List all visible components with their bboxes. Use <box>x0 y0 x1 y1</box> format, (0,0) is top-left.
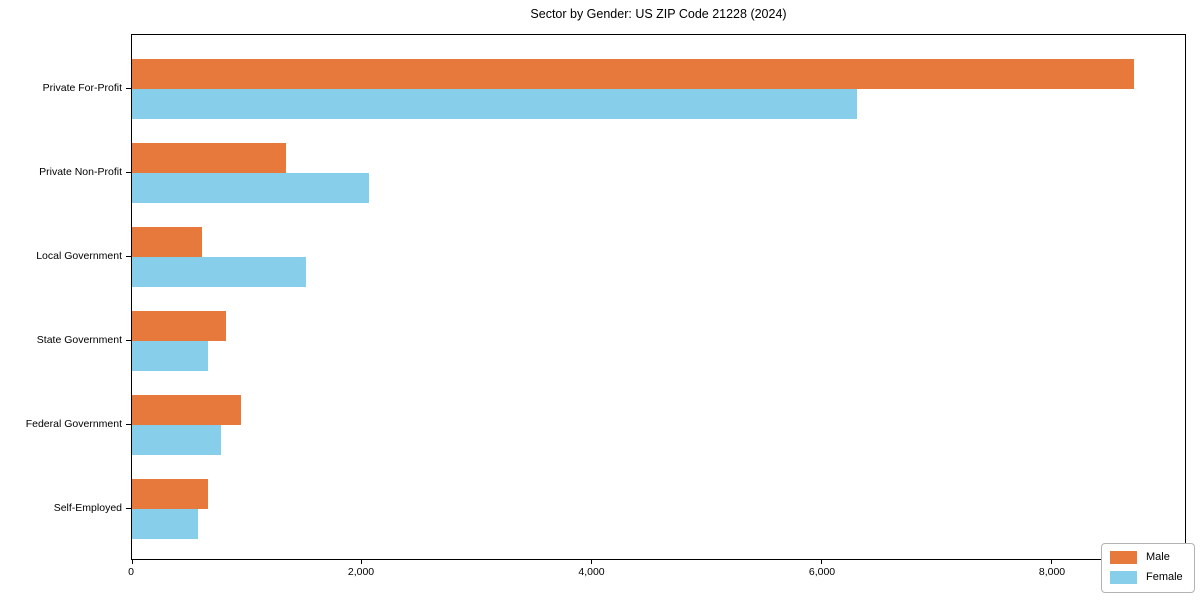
y-category-label: Local Government <box>36 250 122 262</box>
legend-entry-female: Female <box>1110 571 1186 584</box>
x-axis-tick <box>131 559 133 564</box>
y-axis-tick <box>126 172 131 173</box>
male-swatch-icon <box>1110 551 1137 564</box>
bar-female-federal-government <box>132 425 221 455</box>
bar-female-private-for-profit <box>132 89 858 119</box>
x-axis-tick <box>1051 559 1053 564</box>
x-tick-label: 6,000 <box>808 566 836 578</box>
x-tick-label: 2,000 <box>347 566 375 578</box>
bar-male-state-government <box>132 311 227 341</box>
legend-label-male: Male <box>1146 551 1170 563</box>
y-category-label: State Government <box>36 334 122 346</box>
bar-male-self-employed <box>132 479 208 509</box>
y-category-label: Federal Government <box>25 418 122 430</box>
x-tick-label: 8,000 <box>1038 566 1066 578</box>
y-axis-tick <box>126 88 131 89</box>
bar-female-self-employed <box>132 509 198 539</box>
x-axis-tick <box>361 559 363 564</box>
bar-female-state-government <box>132 341 208 371</box>
bar-male-local-government <box>132 227 203 257</box>
x-tick-label: 0 <box>128 566 134 578</box>
x-tick-label: 4,000 <box>578 566 605 578</box>
bar-male-private-non-profit <box>132 143 286 173</box>
y-axis-tick <box>126 508 131 509</box>
bar-male-federal-government <box>132 395 242 425</box>
bar-male-private-for-profit <box>132 59 1135 89</box>
y-axis-tick <box>126 424 131 425</box>
y-axis-tick <box>126 256 131 257</box>
legend-entry-male: Male <box>1110 551 1186 564</box>
x-axis-tick <box>591 559 593 564</box>
y-category-label: Private For-Profit <box>42 82 122 94</box>
y-axis-tick <box>126 340 131 341</box>
bar-female-local-government <box>132 257 306 287</box>
y-category-label: Self-Employed <box>53 502 122 514</box>
legend-label-female: Female <box>1146 571 1183 583</box>
chart-title: Sector by Gender: US ZIP Code 21228 (202… <box>530 7 787 21</box>
legend: Male Female <box>1101 543 1195 593</box>
female-swatch-icon <box>1110 571 1137 584</box>
bar-female-private-non-profit <box>132 173 369 203</box>
plot-area <box>126 34 1186 564</box>
x-axis-tick <box>821 559 823 564</box>
y-category-label: Private Non-Profit <box>39 166 122 178</box>
